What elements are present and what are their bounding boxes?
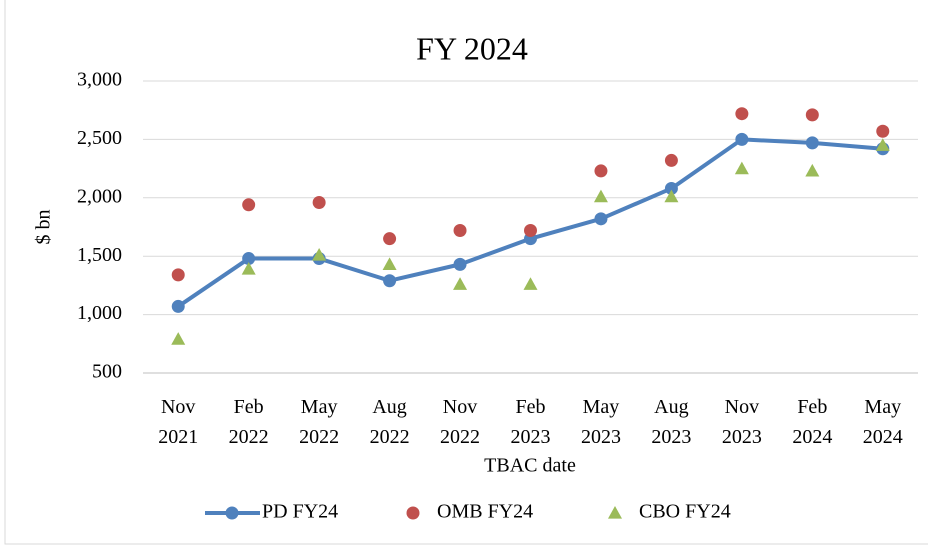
data-point — [805, 108, 819, 122]
data-point — [805, 163, 820, 177]
data-point — [805, 136, 819, 150]
legend-marker — [406, 506, 420, 520]
data-point — [453, 277, 468, 290]
x-axis-title: TBAC date — [484, 455, 576, 477]
x-tick-label: May 2024 — [862, 396, 903, 448]
data-point — [312, 248, 327, 261]
data-point — [453, 257, 467, 271]
legend-label: PD FY24 — [262, 501, 338, 523]
data-point — [241, 262, 256, 275]
x-tick-label: Nov 2022 — [440, 396, 481, 448]
data-point — [453, 224, 467, 238]
legend-label: OMB FY24 — [437, 501, 533, 523]
data-point — [523, 277, 538, 290]
x-tick-label: Nov 2021 — [158, 396, 199, 448]
data-point — [171, 332, 186, 345]
x-tick-label: Aug 2023 — [651, 396, 692, 448]
y-tick-label: 500 — [92, 361, 122, 383]
data-point — [383, 274, 397, 288]
data-point — [735, 132, 749, 146]
data-point — [876, 124, 890, 138]
data-point — [594, 164, 608, 178]
legend-marker — [608, 506, 622, 519]
data-point — [735, 107, 749, 121]
data-point — [312, 195, 326, 209]
data-point — [593, 189, 608, 203]
data-point — [524, 224, 537, 238]
x-tick-label: Feb 2023 — [510, 396, 551, 448]
data-point — [242, 198, 256, 212]
y-tick-label: 1,500 — [77, 244, 122, 266]
data-point — [383, 232, 397, 246]
x-tick-label: Feb 2024 — [792, 396, 833, 448]
chart-frame — [4, 0, 928, 545]
data-point — [734, 161, 749, 175]
y-tick-label: 1,000 — [77, 302, 122, 324]
data-point — [171, 299, 185, 313]
x-tick-label: Feb 2022 — [228, 396, 269, 448]
x-tick-label: May 2023 — [580, 396, 621, 448]
y-tick-label: 2,000 — [77, 185, 122, 207]
data-point — [171, 268, 185, 282]
data-point — [594, 212, 608, 226]
data-point — [875, 138, 890, 151]
y-tick-label: 3,000 — [77, 69, 122, 91]
y-axis-title: $ bn — [33, 210, 55, 245]
x-tick-label: Nov 2023 — [721, 396, 762, 448]
y-tick-label: 2,500 — [77, 127, 122, 149]
data-point — [664, 153, 678, 167]
x-tick-label: May 2022 — [299, 396, 340, 448]
data-point — [664, 181, 678, 195]
x-tick-label: Aug 2022 — [369, 396, 410, 448]
chart-title: FY 2024 — [416, 30, 528, 66]
legend-marker — [225, 506, 239, 520]
legend-label: CBO FY24 — [639, 501, 731, 523]
data-point — [242, 252, 256, 266]
data-point — [664, 189, 679, 203]
data-point — [382, 257, 397, 270]
